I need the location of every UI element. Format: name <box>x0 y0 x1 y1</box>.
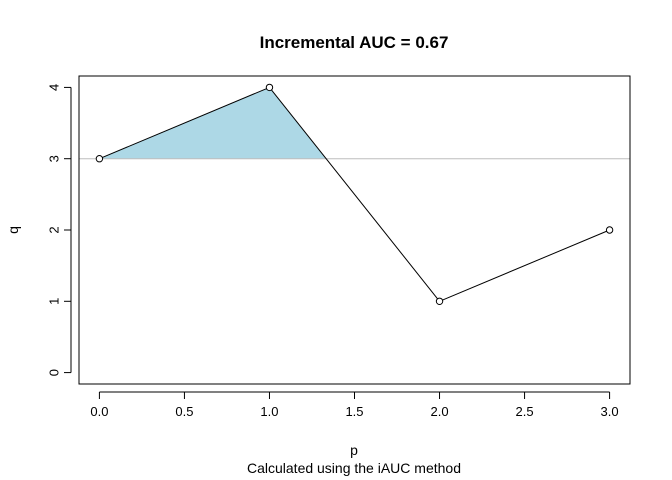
x-tick-label: 1.5 <box>345 404 363 419</box>
data-point <box>95 155 104 163</box>
x-axis-label: p <box>350 442 358 458</box>
data-point <box>265 83 274 92</box>
x-tick-label: 3.0 <box>601 404 619 419</box>
auc-fill-layer <box>99 87 327 159</box>
y-tick-label: 4 <box>46 84 61 91</box>
chart-subtitle: Calculated using the iAUC method <box>247 460 461 476</box>
y-axis-label: q <box>5 226 21 234</box>
series-line-segment <box>269 87 440 302</box>
x-tick-label: 2.5 <box>516 404 534 419</box>
series-line-segment <box>439 229 610 302</box>
y-axis: 0 1 2 3 4 <box>46 84 72 376</box>
data-point <box>605 226 614 234</box>
x-tick-label: 0.5 <box>175 404 193 419</box>
y-tick-label: 0 <box>46 369 61 376</box>
y-tick-label: 1 <box>46 298 61 305</box>
y-tick-label: 3 <box>46 155 61 162</box>
chart-title: Incremental AUC = 0.67 <box>260 33 449 52</box>
series-layer <box>95 83 614 305</box>
x-tick-label: 2.0 <box>430 404 448 419</box>
x-tick-label: 1.0 <box>260 404 278 419</box>
y-tick-label: 2 <box>46 226 61 233</box>
data-point <box>435 297 444 305</box>
x-axis: 0.0 0.5 1.0 1.5 2.0 2.5 3.0 <box>90 391 619 419</box>
plot-frame <box>78 75 631 385</box>
x-tick-label: 0.0 <box>90 404 108 419</box>
auc-fill-area <box>99 87 327 159</box>
series-line-segment <box>99 86 270 160</box>
